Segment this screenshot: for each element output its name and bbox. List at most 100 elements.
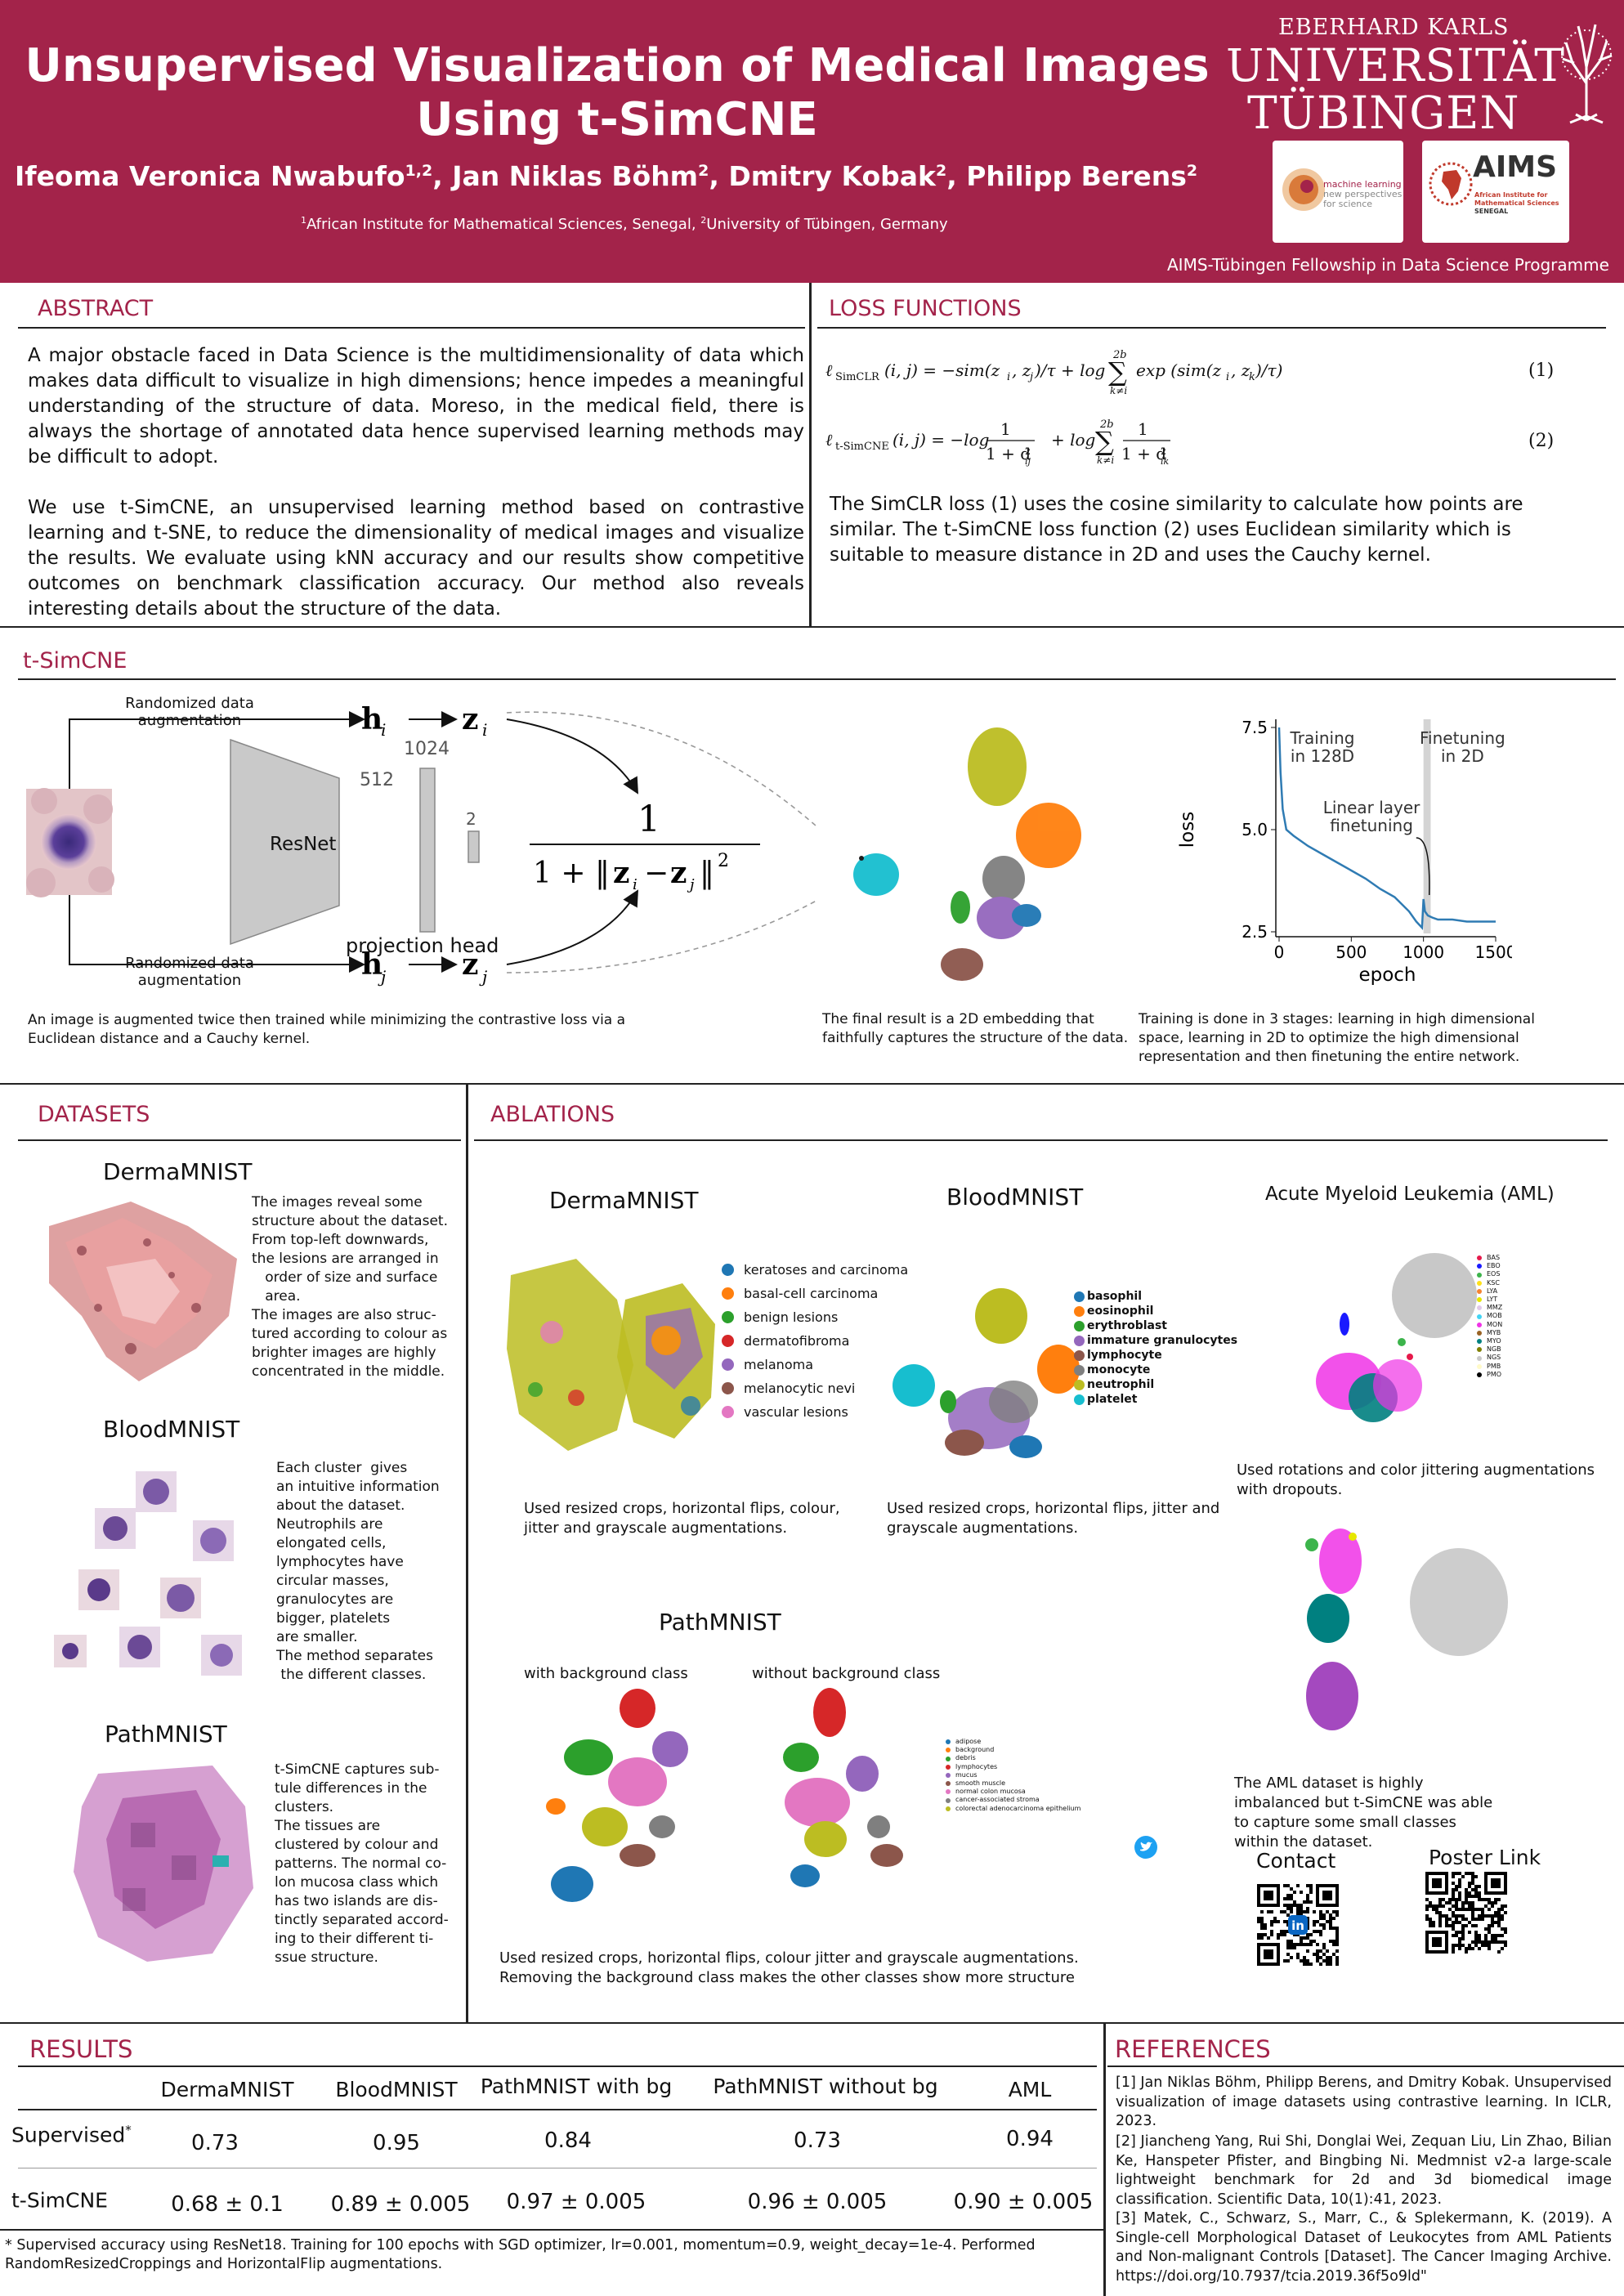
qr-module (1445, 1924, 1448, 1927)
qr-module (1471, 1918, 1474, 1921)
qr-module (1296, 1904, 1300, 1907)
qr-module (1286, 1940, 1290, 1943)
qr-module (1474, 1944, 1478, 1947)
qr-module (1471, 1875, 1474, 1878)
qr-module (1322, 1946, 1326, 1949)
legend-swatch (1477, 1264, 1482, 1269)
qr-module (1438, 1911, 1442, 1914)
qr-module (1429, 1904, 1432, 1908)
qr-module (1461, 1901, 1465, 1904)
poster-link-qr-code[interactable] (1425, 1872, 1507, 1954)
abstract-paragraph-1: A major obstacle faced in Data Science i… (28, 345, 804, 468)
legend-entry: benign lesions (722, 1305, 908, 1329)
reference-item: [2] Jiancheng Yang, Rui Shi, Donglai Wei… (1116, 2133, 1612, 2208)
qr-module (1484, 1898, 1488, 1901)
qr-module (1322, 1927, 1326, 1930)
qr-module (1332, 1940, 1335, 1943)
qr-module (1309, 1963, 1313, 1966)
qr-module (1484, 1904, 1488, 1908)
ablation-derma-scatter (507, 1259, 715, 1451)
qr-module (1290, 1897, 1293, 1900)
qr-module (1445, 1914, 1448, 1918)
qr-module (1471, 1914, 1474, 1918)
qr-module (1488, 1908, 1491, 1911)
derma-dataset-title: DermaMNIST (103, 1158, 253, 1185)
legend-entry: basophil (1074, 1289, 1237, 1304)
legend-label: dermatofibroma (744, 1333, 850, 1349)
qr-module (1264, 1923, 1267, 1927)
tsimcne-heading: t-SimCNE (23, 648, 128, 674)
qr-module (1322, 1943, 1326, 1946)
author-list: Ifeoma Veronica Nwabufo1,2, Jan Niklas B… (15, 160, 1197, 192)
divider (0, 626, 1624, 628)
svg-text:h: h (361, 702, 383, 736)
legend-swatch (1074, 1335, 1085, 1346)
qr-module (1455, 1904, 1458, 1908)
linkedin-icon (1288, 1915, 1308, 1935)
divider (0, 2022, 1624, 2024)
legend-swatch (946, 1756, 951, 1761)
qr-module (1260, 1923, 1264, 1927)
qr-module (1491, 1934, 1494, 1937)
legend-swatch (1477, 1372, 1482, 1377)
svg-text:1 + ‖: 1 + ‖ (533, 857, 610, 890)
qr-module (1290, 1894, 1293, 1897)
qr-module (1452, 1888, 1455, 1891)
svg-text:2: 2 (1161, 446, 1166, 457)
legend-entry: colorectal adenocarcinoma epithelium (946, 1805, 1080, 1813)
qr-module (1484, 1940, 1488, 1944)
qr-module (1445, 1901, 1448, 1904)
legend-entry: mucus (946, 1771, 1080, 1779)
results-cell: 0.97 ± 0.005 (506, 2190, 646, 2214)
qr-module (1494, 1937, 1497, 1940)
description-line: lon mucosa class which (275, 1874, 439, 1891)
loss-equations: ℓ SimCLR (i, j) = −sim(z i, zj)/τ + log ∑2… (825, 349, 1282, 467)
legend-label: PMB (1487, 1362, 1501, 1370)
svg-text:ℓ: ℓ (825, 360, 833, 380)
qr-module (1471, 1901, 1474, 1904)
description-line: Neutrophils are (276, 1516, 383, 1533)
results-cell: 0.89 ± 0.005 (330, 2192, 471, 2217)
qr-module (1319, 1933, 1322, 1936)
qr-module (1332, 1910, 1335, 1913)
qr-module (1329, 1913, 1332, 1917)
svg-text:z: z (462, 947, 478, 982)
contact-qr-code[interactable]: in (1257, 1884, 1339, 1966)
path-with-bg-scatter (546, 1689, 688, 1902)
qr-module (1455, 1885, 1458, 1888)
legend-entry: lymphocyte (1074, 1348, 1237, 1363)
qr-module (1319, 1956, 1322, 1959)
qr-module (1300, 1910, 1303, 1913)
legend-swatch (1074, 1394, 1085, 1405)
description-line: lymphocytes have (276, 1554, 404, 1570)
qr-module (1458, 1944, 1461, 1947)
results-heading: RESULTS (29, 2035, 133, 2063)
qr-module (1286, 1953, 1290, 1956)
qr-module (1458, 1898, 1461, 1901)
qr-module (1465, 1901, 1468, 1904)
qr-module (1290, 1904, 1293, 1907)
qr-module (1316, 1920, 1319, 1923)
twitter-icon[interactable] (1134, 1836, 1157, 1859)
qr-module (1452, 1927, 1455, 1931)
results-col-header: DermaMNIST (160, 2078, 294, 2101)
poster-link-label: Poster Link (1429, 1846, 1541, 1869)
qr-module (1286, 1884, 1290, 1887)
legend-label: MYB (1487, 1328, 1501, 1336)
qr-module (1283, 1930, 1286, 1933)
legend-swatch (1074, 1349, 1085, 1361)
poster-header: Unsupervised Visualization of Medical Im… (0, 0, 1624, 283)
qr-module (1335, 1933, 1339, 1936)
results-col-header: PathMNIST without bg (713, 2074, 938, 2098)
qr-module (1468, 1885, 1471, 1888)
qr-module (1488, 1927, 1491, 1931)
qr-module (1497, 1908, 1501, 1911)
results-col-header: PathMNIST with bg (480, 2074, 673, 2098)
legend-swatch (1477, 1288, 1482, 1294)
qr-module (1484, 1944, 1488, 1947)
qr-module (1497, 1911, 1501, 1914)
qr-module (1461, 1908, 1465, 1911)
qr-module (1442, 1898, 1445, 1901)
qr-module (1481, 1898, 1484, 1901)
